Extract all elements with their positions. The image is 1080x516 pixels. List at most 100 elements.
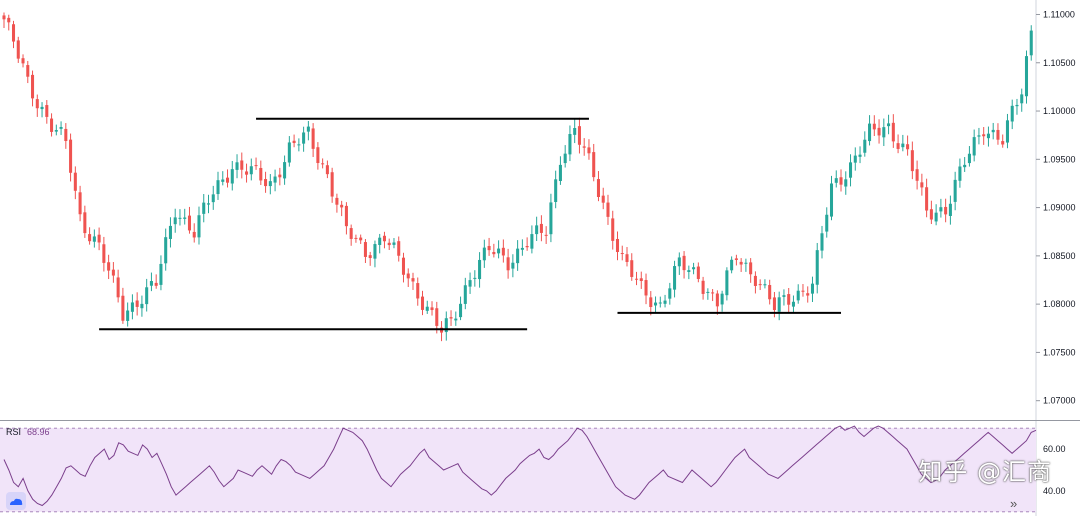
- tradingview-cloud-icon[interactable]: [6, 492, 26, 510]
- candle-body: [78, 192, 82, 215]
- candle-body: [544, 234, 548, 236]
- candle-body: [696, 266, 700, 279]
- candles: [2, 12, 1033, 342]
- candle-body: [753, 275, 757, 286]
- candle-body: [520, 247, 524, 250]
- candle-body: [649, 297, 653, 308]
- price-tick-label: 1.10500: [1043, 58, 1076, 68]
- candle-body: [73, 172, 77, 191]
- candle-body: [910, 150, 914, 172]
- candle-body: [554, 179, 558, 202]
- candle-body: [444, 318, 448, 333]
- rsi-pane[interactable]: 60.00 40.00 RSI 68.96: [0, 425, 1066, 513]
- candle-body: [140, 303, 144, 309]
- candle-body: [221, 179, 225, 182]
- watermark: 知乎 @汇商: [918, 458, 1052, 486]
- rsi-line: [3, 425, 1037, 507]
- scroll-forward-icon[interactable]: »: [1010, 496, 1018, 511]
- candle-body: [11, 24, 16, 42]
- candle-body: [159, 263, 163, 285]
- candle-body: [202, 202, 206, 214]
- candle-body: [758, 284, 762, 286]
- candle-body: [306, 126, 310, 132]
- candle-body: [744, 262, 748, 264]
- candle-body: [211, 194, 215, 203]
- candle-body: [259, 167, 263, 181]
- candle-body: [416, 283, 420, 299]
- candle-body: [297, 144, 301, 146]
- candle-body: [877, 127, 881, 136]
- candle-body: [192, 231, 196, 238]
- candle-body: [88, 234, 92, 242]
- candle-body: [26, 65, 30, 77]
- candle-body: [663, 300, 667, 304]
- candle-body: [563, 153, 567, 164]
- candle-body: [216, 180, 220, 195]
- candle-body: [511, 262, 515, 269]
- candle-body: [430, 307, 434, 311]
- candle-body: [996, 129, 1000, 140]
- candle-body: [839, 177, 843, 185]
- candle-body: [116, 277, 120, 298]
- candle-body: [687, 270, 691, 272]
- candle-body: [701, 280, 705, 294]
- candle-body: [368, 255, 372, 259]
- candle-body: [454, 318, 458, 321]
- candle-body: [868, 123, 872, 142]
- candle-body: [677, 257, 681, 267]
- candle-body: [668, 288, 672, 299]
- candle-body: [739, 261, 743, 265]
- candle-body: [573, 128, 577, 135]
- candle-body: [463, 285, 467, 304]
- candle-body: [549, 202, 553, 235]
- candle-body: [768, 285, 772, 300]
- candle-body: [492, 251, 496, 255]
- candle-body: [615, 238, 620, 253]
- candle-body: [344, 205, 348, 227]
- candle-body: [54, 130, 58, 132]
- candle-body: [977, 135, 981, 137]
- candle-body: [715, 293, 719, 307]
- candle-body: [97, 234, 101, 243]
- candle-body: [796, 290, 800, 301]
- candle-body: [535, 225, 539, 235]
- candle-body: [1005, 120, 1009, 143]
- candle-body: [168, 225, 172, 239]
- candle-body: [944, 206, 948, 215]
- candle-body: [654, 302, 658, 306]
- candle-body: [387, 242, 391, 246]
- candle-body: [963, 164, 967, 168]
- candle-body: [582, 146, 586, 148]
- candle-body: [1029, 30, 1033, 56]
- candle-body: [596, 179, 600, 197]
- candle-body: [606, 202, 610, 217]
- candle-body: [849, 162, 853, 178]
- candle-body: [482, 247, 486, 261]
- candle-body: [1020, 94, 1024, 104]
- candle-body: [539, 223, 543, 233]
- candle-body: [378, 237, 382, 245]
- candle-body: [958, 166, 962, 181]
- candle-body: [939, 207, 943, 212]
- candle-body: [420, 296, 425, 310]
- candle-body: [501, 247, 505, 256]
- candle-body: [183, 217, 187, 219]
- candle-body: [858, 154, 862, 157]
- candle-body: [820, 233, 824, 251]
- candle-body: [126, 310, 130, 321]
- candle-body: [601, 195, 605, 203]
- rsi-indicator-label[interactable]: RSI: [6, 427, 21, 437]
- candle-body: [644, 280, 648, 296]
- candle-body: [929, 209, 933, 220]
- candle-body: [634, 278, 639, 280]
- candle-body: [31, 74, 35, 99]
- candle-body: [825, 214, 829, 232]
- price-tick-label: 1.07500: [1043, 347, 1076, 357]
- candle-body: [173, 217, 177, 225]
- candle-body: [763, 284, 767, 286]
- candle-body: [145, 287, 149, 305]
- candle-body: [287, 142, 291, 163]
- rsi-tick-label: 60.00: [1043, 444, 1066, 454]
- candle-body: [69, 139, 73, 173]
